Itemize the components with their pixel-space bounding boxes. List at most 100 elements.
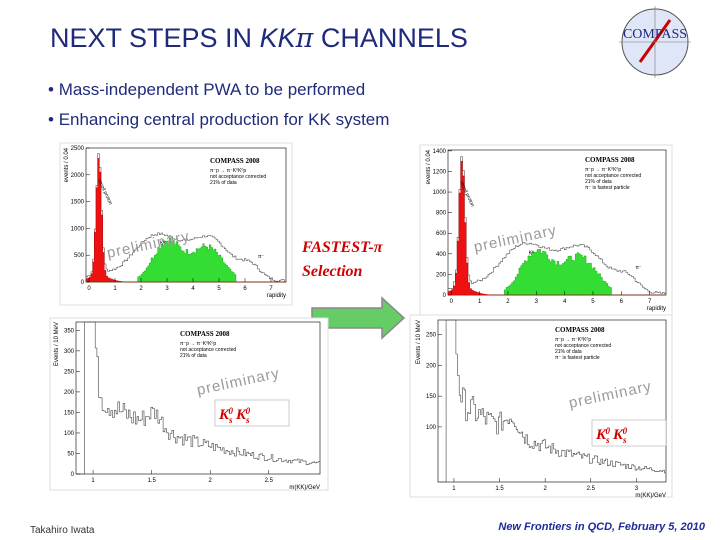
annotation: π⁻ — [258, 254, 264, 260]
legend-title: COMPASS 2008 — [555, 326, 605, 334]
x-axis-label: m(KK)/GeV — [289, 485, 320, 491]
plot-axes — [75, 321, 321, 475]
y-tick-label: 500 — [74, 253, 85, 259]
footer-author: Takahiro Iwata — [30, 525, 95, 536]
y-tick-label: 300 — [64, 349, 75, 355]
y-tick-label: 100 — [64, 431, 75, 437]
legend-title: COMPASS 2008 — [585, 156, 635, 164]
legend-line: π⁻p → π⁻K⁰K⁰p — [210, 168, 246, 174]
x-axis-label: rapidity — [647, 306, 666, 312]
legend-line: 21% of data — [210, 180, 237, 186]
plot-frame — [409, 314, 673, 498]
y-axis-label: Events / 10 MeV — [54, 322, 60, 366]
kk-label-part: s — [228, 415, 233, 425]
title-part: KK — [260, 23, 297, 53]
kk-label-box — [214, 399, 290, 427]
y-tick-label: 150 — [426, 394, 437, 400]
x-tick-label: 1 — [452, 486, 456, 492]
y-tick-label: 800 — [436, 211, 447, 217]
histogram-recoil — [447, 161, 666, 296]
x-tick-label: 3 — [165, 286, 169, 292]
logo-text: COMPASS — [623, 27, 687, 42]
kk-label-part: 0 — [246, 406, 251, 416]
plot-axes — [437, 319, 667, 483]
y-tick-label: 150 — [64, 410, 75, 416]
kk-label: Ks0 Ks0 — [595, 426, 628, 445]
x-tick-label: 3 — [535, 299, 539, 305]
histogram-total — [86, 153, 286, 282]
kk-label-part: 0 — [606, 426, 611, 436]
legend-title: COMPASS 2008 — [180, 330, 230, 338]
y-axis-label: Events / 10 MeV — [416, 320, 422, 364]
annotation: π⁻ — [635, 265, 641, 271]
x-tick-label: 5 — [217, 286, 221, 292]
x-tick-label: 2.5 — [265, 478, 274, 484]
x-tick-label: 2 — [139, 286, 143, 292]
selection-text: FASTEST- — [301, 239, 374, 256]
kk-label-part: K — [595, 427, 607, 443]
bullet-text: Mass-independent PWA to be performed — [59, 80, 365, 99]
x-tick-label: 1.5 — [147, 478, 156, 484]
y-tick-label: 1400 — [433, 149, 447, 155]
legend-line: not acceptance corrected — [555, 343, 611, 349]
selection-label: FASTEST-π — [301, 239, 384, 256]
kk-label-part: K — [612, 427, 624, 443]
selection-pi: π — [374, 239, 384, 256]
y-tick-label: 50 — [67, 451, 74, 457]
kk-label-part: K — [218, 407, 230, 423]
y-axis-label: events / 0.04 — [426, 149, 432, 184]
legend-line: π⁻p → π⁻K⁰K⁰p — [585, 167, 621, 173]
x-tick-label: 1 — [478, 299, 482, 305]
y-tick-label: 250 — [426, 333, 437, 339]
y-tick-label: 0 — [71, 472, 75, 478]
selection-label: Selection — [302, 263, 363, 280]
bullet: • Enhancing central production for KK sy… — [48, 110, 389, 129]
x-tick-label: 3 — [635, 486, 639, 492]
y-tick-label: 200 — [64, 390, 75, 396]
legend-line: π⁻p → π⁻K⁰K⁰p — [180, 341, 216, 347]
kk-label-part: 0 — [229, 406, 234, 416]
plot: 100 150 200 250 1 1.5 2 2.5 3m(KK)/GeV Events / 1… — [409, 314, 673, 499]
legend-line: π⁻ is fastest particle — [585, 185, 630, 191]
kk-label-part: s — [622, 435, 627, 445]
plot: 0 200 400 600 800 1000 1200 1400 0 1 2 3 4 5 6 7rapidit… — [419, 144, 673, 316]
annotation: K⁰ — [160, 240, 165, 246]
y-tick-label: 250 — [64, 369, 75, 375]
y-tick-label: 600 — [436, 231, 447, 237]
footer-event: New Frontiers in QCD, February 5, 2010 — [498, 521, 706, 533]
annotation: K⁰ — [529, 250, 534, 256]
x-tick-label: 1 — [91, 478, 95, 484]
y-tick-label: 100 — [426, 425, 437, 431]
legend-line: not acceptance corrected — [210, 174, 266, 180]
x-axis-label: rapidity — [267, 293, 286, 299]
y-axis-label: events / 0.04 — [64, 147, 70, 182]
legend-line: 21% of data — [585, 179, 612, 185]
y-tick-label: 0 — [443, 293, 447, 299]
x-tick-label: 5 — [591, 299, 595, 305]
title-part: π — [295, 23, 315, 54]
legend-line: π⁻ is fastest particle — [555, 355, 600, 361]
kk-label-box — [591, 419, 667, 447]
kk-label-part: s — [605, 435, 610, 445]
legend-title: COMPASS 2008 — [210, 157, 260, 165]
x-axis-label: m(KK)/GeV — [635, 493, 666, 499]
y-tick-label: 1500 — [71, 200, 85, 206]
x-tick-label: 6 — [620, 299, 624, 305]
y-tick-label: 200 — [426, 363, 437, 369]
legend-line: 21% of data — [180, 353, 207, 359]
x-tick-label: 6 — [243, 286, 247, 292]
x-tick-label: 0 — [450, 299, 454, 305]
y-tick-label: 1000 — [433, 190, 447, 196]
logo: COMPASS — [619, 6, 691, 78]
x-tick-label: 0 — [87, 286, 91, 292]
x-tick-label: 7 — [269, 286, 273, 292]
y-tick-label: 1000 — [71, 226, 85, 232]
y-tick-label: 350 — [64, 328, 75, 334]
title-part: NEXT STEPS IN — [50, 23, 260, 53]
bullet-text: Enhancing central production for KK syst… — [59, 110, 390, 129]
histogram-mass — [76, 321, 320, 475]
x-tick-label: 1.5 — [495, 486, 504, 492]
